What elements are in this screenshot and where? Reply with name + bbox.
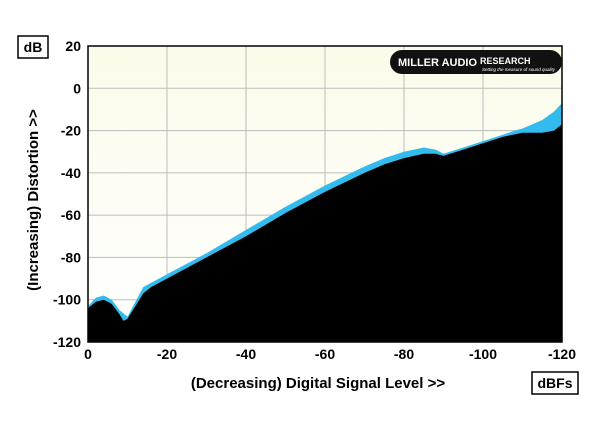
y-tick-label: -100 [53, 292, 81, 308]
y-tick-label: -20 [61, 123, 81, 139]
logo-brand-left: MILLER AUDIO [398, 57, 477, 69]
x-tick-label: -100 [469, 346, 497, 362]
tick-labels: 0 -20 -40 -60 -80 -100 -120 20 0 -20 -40 -60 -80 -100… [53, 38, 576, 362]
y-axis-title: (Increasing) Distortion >> [25, 109, 42, 291]
logo: MILLER AUDIO RESEARCH Setting the measur… [390, 50, 562, 74]
x-tick-label: -120 [548, 346, 576, 362]
y-tick-label: -80 [61, 249, 81, 265]
x-tick-label: -20 [157, 346, 177, 362]
logo-brand-right: RESEARCH [480, 56, 531, 66]
x-tick-label: -60 [315, 346, 335, 362]
y-unit-label: dB [24, 39, 43, 55]
series-area-lower [88, 124, 562, 342]
x-unit-frame [531, 371, 579, 395]
logo-tagline: Setting the measure of sound quality [482, 67, 556, 72]
x-tick-label: 0 [84, 346, 92, 362]
x-tick-label: -80 [394, 346, 414, 362]
y-unit-box: dB [17, 35, 49, 59]
y-unit-frame [17, 35, 49, 59]
y-tick-label: -120 [53, 334, 81, 350]
plot-border [87, 45, 563, 343]
x-unit-box: dBFs [531, 371, 579, 395]
x-tick-label: -40 [236, 346, 256, 362]
y-tick-label: 0 [73, 80, 81, 96]
x-unit-label: dBFs [538, 375, 573, 391]
y-tick-label: -40 [61, 165, 81, 181]
logo-badge [390, 50, 562, 74]
data-areas [88, 103, 562, 342]
x-axis-title: (Decreasing) Digital Signal Level >> [191, 375, 445, 392]
y-tick-label: -60 [61, 207, 81, 223]
y-tick-label: 20 [65, 38, 81, 54]
